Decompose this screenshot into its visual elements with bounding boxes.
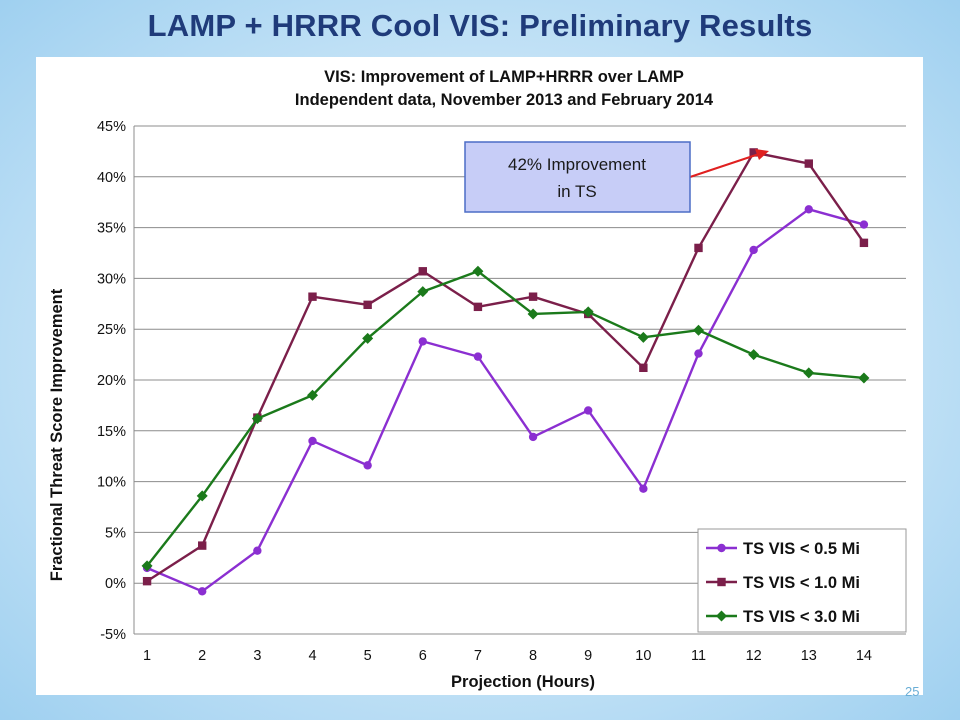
annotation-box <box>464 141 691 213</box>
data-point <box>253 546 262 555</box>
data-point <box>582 306 594 318</box>
y-axis-label: Fractional Threat Score Improvement <box>48 288 66 581</box>
data-point <box>748 349 760 361</box>
y-axis-ticks: -5% 0% 5% 10% 15% 20% 25% 30% 35% 40% 45% <box>97 119 126 643</box>
y-tick-label: 30% <box>97 271 126 287</box>
x-tick-label: 9 <box>584 648 592 664</box>
data-point <box>527 308 539 320</box>
x-tick-label: 14 <box>856 648 872 664</box>
chart-title-line-1: VIS: Improvement of LAMP+HRRR over LAMP <box>324 68 684 86</box>
data-point <box>198 541 207 550</box>
annotation-text-line-1: 42% Improvement <box>508 155 646 174</box>
y-tick-label: 35% <box>97 221 126 237</box>
y-tick-label: 15% <box>97 424 126 440</box>
x-tick-label: 3 <box>253 648 261 664</box>
series-line <box>146 208 865 593</box>
data-point <box>693 324 704 336</box>
data-point <box>472 265 484 277</box>
data-point <box>308 436 317 446</box>
legend-item: TS VIS < 0.5 Mi <box>706 540 860 558</box>
y-tick-label: -5% <box>100 627 126 643</box>
data-point <box>473 352 483 361</box>
y-tick-label: 45% <box>97 119 126 135</box>
annotation-arrowhead <box>755 149 769 160</box>
data-point <box>716 610 727 622</box>
data-point <box>308 292 317 301</box>
data-point <box>196 490 208 502</box>
data-point <box>804 159 813 168</box>
data-point <box>639 484 648 493</box>
x-tick-label: 13 <box>801 648 817 664</box>
data-point <box>639 363 648 373</box>
data-point <box>717 577 726 587</box>
legend-item: TS VIS < 1.0 Mi <box>706 574 860 592</box>
x-tick-label: 6 <box>419 648 427 664</box>
x-tick-label: 1 <box>143 648 151 664</box>
x-tick-label: 11 <box>691 648 706 664</box>
data-point <box>141 560 153 572</box>
x-tick-label: 8 <box>529 648 537 664</box>
x-axis-ticks: 1 2 3 4 5 6 7 8 9 10 11 12 13 14 <box>143 648 872 664</box>
page-number: 25 <box>905 684 920 699</box>
data-point <box>142 576 152 586</box>
data-point <box>528 432 538 442</box>
y-tick-label: 10% <box>97 475 126 491</box>
x-axis-label: Projection (Hours) <box>451 673 595 691</box>
x-tick-label: 5 <box>364 648 372 664</box>
data-point <box>804 205 813 214</box>
data-point <box>859 220 869 229</box>
y-tick-label: 20% <box>97 373 126 389</box>
data-point <box>251 413 263 425</box>
legend-item: TS VIS < 3.0 Mi <box>706 608 860 626</box>
data-point <box>363 300 372 310</box>
y-tick-label: 5% <box>105 525 126 541</box>
series-line <box>146 270 865 567</box>
data-point <box>749 148 758 157</box>
data-point <box>637 331 649 343</box>
data-point <box>307 389 318 401</box>
chart-title-line-2: Independent data, November 2013 and Febr… <box>295 91 714 109</box>
series-group <box>141 148 870 596</box>
data-point <box>584 406 593 415</box>
data-point <box>198 587 207 596</box>
gridlines <box>133 125 906 635</box>
data-point <box>859 238 869 248</box>
data-point <box>694 243 703 253</box>
data-point <box>528 292 538 301</box>
data-point <box>858 372 870 384</box>
line-chart: VIS: Improvement of LAMP+HRRR over LAMP … <box>48 68 907 691</box>
y-tick-label: 40% <box>97 170 126 186</box>
x-tick-label: 4 <box>308 648 316 664</box>
x-tick-label: 12 <box>746 648 762 664</box>
data-point <box>363 461 372 470</box>
x-tick-label: 2 <box>198 648 206 664</box>
annotation-arrow <box>689 153 760 178</box>
data-point <box>362 332 374 344</box>
legend-label: TS VIS < 1.0 Mi <box>743 574 860 592</box>
chart-panel: VIS: Improvement of LAMP+HRRR over LAMP … <box>36 57 923 695</box>
series-3 <box>141 265 870 572</box>
data-point <box>717 543 726 553</box>
data-point <box>418 337 427 346</box>
series-line <box>146 151 865 583</box>
data-point <box>417 286 429 298</box>
annotation-callout: 42% Improvement in TS <box>464 141 769 213</box>
legend-label: TS VIS < 3.0 Mi <box>743 608 860 626</box>
data-point <box>694 349 703 358</box>
y-tick-label: 25% <box>97 322 126 338</box>
legend-label: TS VIS < 0.5 Mi <box>743 540 860 558</box>
series-2 <box>142 148 869 586</box>
data-point <box>418 267 427 276</box>
x-tick-label: 10 <box>635 648 651 664</box>
annotation-text-line-2: in TS <box>557 182 596 201</box>
y-tick-label: 0% <box>105 576 126 592</box>
data-point <box>473 302 483 312</box>
data-point <box>803 367 815 379</box>
legend: TS VIS < 0.5 Mi TS VIS < 1.0 Mi TS VIS < 3… <box>697 528 907 633</box>
slide-title: LAMP + HRRR Cool VIS: Preliminary Result… <box>147 8 813 43</box>
x-tick-label: 7 <box>474 648 482 664</box>
data-point <box>749 245 758 255</box>
